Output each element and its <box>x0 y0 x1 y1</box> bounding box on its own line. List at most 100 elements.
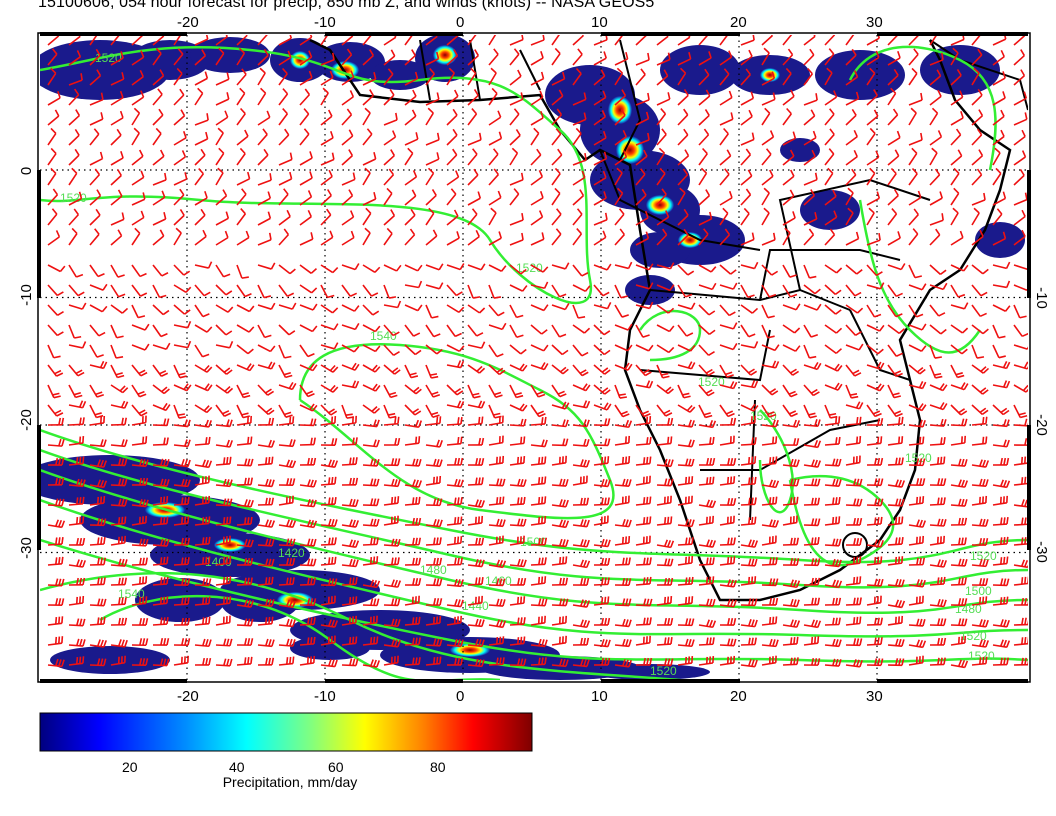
wind-barb-feather <box>117 169 122 176</box>
wind-barb-feather <box>200 148 206 156</box>
wind-barb-feather <box>310 457 314 466</box>
wind-barb <box>509 442 524 446</box>
wind-barb <box>803 234 815 246</box>
wind-barb-feather <box>229 440 233 448</box>
wind-barb-feather <box>543 363 549 370</box>
wind-barb <box>278 404 287 418</box>
wind-barb <box>152 623 168 626</box>
wind-barb-feather <box>1027 636 1028 644</box>
wind-barb-feather <box>895 457 898 465</box>
wind-barb <box>320 92 329 106</box>
wind-barb <box>215 52 225 66</box>
wind-barb-feather <box>186 384 192 392</box>
wind-barb-feather <box>646 496 649 504</box>
wind-barb <box>110 264 119 278</box>
wind-barb <box>719 118 734 126</box>
wind-barb-feather <box>229 516 232 524</box>
wind-barb <box>47 236 60 246</box>
wind-barb <box>257 239 272 246</box>
wind-barb-feather <box>604 639 608 647</box>
wind-barb-feather <box>313 418 317 426</box>
wind-barb <box>488 421 503 426</box>
wind-barb <box>89 304 103 313</box>
wind-barb-feather <box>793 478 797 486</box>
wind-barb-feather <box>520 92 524 100</box>
wind-barb-feather <box>691 420 695 428</box>
wind-barb-feather <box>703 412 711 416</box>
wind-barb <box>131 176 145 186</box>
wind-barb <box>341 443 357 446</box>
wind-barb-feather <box>712 476 715 484</box>
wind-barb-feather <box>310 437 313 445</box>
wind-barb-feather <box>686 332 694 337</box>
wind-barb-feather <box>222 517 226 525</box>
wind-barb-feather <box>292 577 295 585</box>
wind-barb-feather <box>1006 657 1009 665</box>
wind-barb <box>677 482 692 486</box>
wind-barb-feather <box>292 460 297 468</box>
wind-barb <box>152 179 167 186</box>
wind-barb-feather <box>118 478 122 486</box>
wind-barb-feather <box>208 657 212 666</box>
wind-barb-feather <box>921 323 927 331</box>
wind-barb <box>425 284 440 290</box>
wind-barb-feather <box>226 92 230 100</box>
wind-barb-feather <box>471 108 478 115</box>
wind-barb <box>992 56 1005 66</box>
wind-barb-feather <box>520 172 524 180</box>
country-border <box>599 149 761 251</box>
lat-tick-label: -20 <box>18 409 35 431</box>
wind-barb <box>299 36 313 46</box>
wind-barb-feather <box>1020 577 1024 585</box>
wind-barb-feather <box>575 67 582 75</box>
wind-barb-feather <box>61 417 65 425</box>
wind-barb-feather <box>832 538 836 546</box>
wind-barb-feather <box>500 265 507 272</box>
wind-barb-feather <box>875 150 880 158</box>
wind-barb-feather <box>164 172 167 180</box>
wind-barb-feather <box>856 576 859 584</box>
wind-barb-feather <box>558 557 562 565</box>
wind-barb-feather <box>238 47 245 54</box>
wind-barb <box>971 502 986 506</box>
wind-barb-feather <box>348 637 352 645</box>
wind-barb <box>992 197 1006 206</box>
wind-barb-feather <box>139 498 143 507</box>
wind-barb-feather <box>789 149 795 157</box>
wind-barb-feather <box>876 361 882 369</box>
wind-barb <box>677 192 686 206</box>
wind-barb <box>173 137 187 146</box>
wind-barb <box>572 481 587 486</box>
wind-barb-feather <box>96 189 102 197</box>
wind-barb <box>530 522 545 526</box>
wind-barb-feather <box>370 478 374 486</box>
wind-barb-feather <box>268 479 272 487</box>
wind-barb-feather <box>727 498 731 506</box>
wind-barb-feather <box>919 436 922 444</box>
wind-barb-feather <box>934 356 942 359</box>
wind-barb <box>908 324 923 331</box>
wind-barb-feather <box>811 518 815 526</box>
wind-barb-feather <box>670 658 674 666</box>
wind-barb <box>47 213 58 226</box>
colorbar-gradient <box>39 712 533 752</box>
wind-barb-feather <box>622 659 626 667</box>
lat-ticks-left: 0 -10 -20 -30 <box>18 167 35 559</box>
wind-barb-feather <box>554 167 561 175</box>
wind-barb <box>908 35 920 46</box>
wind-barb <box>740 39 755 46</box>
wind-barb <box>635 117 649 126</box>
wind-barb <box>614 95 626 106</box>
wind-barb <box>530 39 545 46</box>
wind-barb-feather <box>513 188 520 195</box>
wind-barb-feather <box>475 577 478 585</box>
precip-area <box>660 45 740 95</box>
wind-barb-feather <box>817 478 821 486</box>
wind-barb <box>656 522 671 526</box>
wind-barb-feather <box>415 132 419 140</box>
wind-barb-feather <box>814 537 817 545</box>
wind-barb <box>488 237 502 246</box>
wind-barb-feather <box>142 477 146 486</box>
wind-barb <box>887 57 901 66</box>
wind-barb-feather <box>432 414 440 419</box>
